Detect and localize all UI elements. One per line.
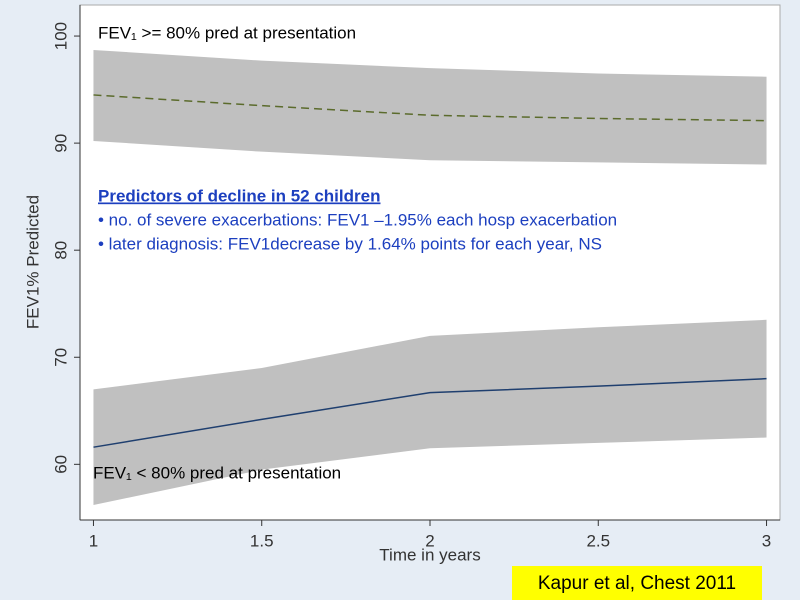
annotation-top: FEV₁ >= 80% pred at presentation: [98, 23, 356, 42]
confidence-band: [93, 319, 767, 506]
y-tick-label: 100: [51, 22, 70, 50]
y-tick-label: 80: [51, 241, 70, 260]
x-tick-label: 1.5: [250, 531, 274, 550]
confidence-band: [93, 49, 767, 165]
lines: [93, 94, 767, 448]
x-tick-label: 2.5: [586, 531, 610, 550]
series-line: [93, 377, 767, 448]
x-tick-label: 2: [425, 531, 434, 550]
y-tick-label: 60: [51, 455, 70, 474]
x-axis-label: Time in years: [379, 545, 480, 564]
y-tick-label: 90: [51, 134, 70, 153]
heading: Predictors of decline in 52 children: [98, 186, 380, 205]
y-tick-label: 70: [51, 348, 70, 367]
x-tick-label: 3: [762, 531, 771, 550]
bullet: • no. of severe exacerbations: FEV1 –1.9…: [98, 210, 617, 229]
citation-box: [512, 566, 762, 600]
x-tick-label: 1: [89, 531, 98, 550]
series-line: [93, 94, 767, 122]
annotation-bottom: FEV₁ < 80% pred at presentation: [93, 463, 341, 482]
bands: [93, 49, 767, 506]
axes: 1 1.5 2 2.5 3 60 70 80 90 100: [51, 5, 780, 550]
bullet: • later diagnosis: FEV1decrease by 1.64%…: [98, 234, 602, 253]
citation: Kapur et al, Chest 2011: [538, 573, 736, 594]
y-axis-label: FEV1% Predicted: [23, 195, 42, 329]
